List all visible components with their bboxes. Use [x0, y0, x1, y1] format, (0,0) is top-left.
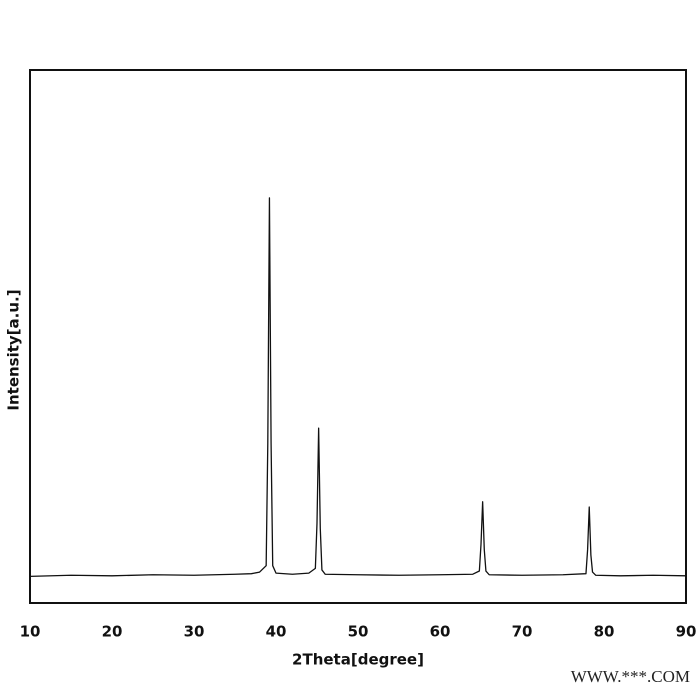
x-tick-label: 80 — [594, 623, 615, 641]
plot-frame — [29, 69, 687, 604]
y-axis-label: Intensity[a.u.] — [5, 289, 23, 410]
watermark: WWW.***.COM — [571, 667, 690, 686]
data-line — [29, 197, 687, 577]
x-tick-label: 30 — [184, 623, 205, 641]
x-tick-label: 60 — [430, 623, 451, 641]
x-tick-label: 90 — [676, 623, 697, 641]
x-axis-label: 2Theta[degree] — [292, 651, 424, 669]
x-tick-label: 70 — [512, 623, 533, 641]
x-tick-label: 40 — [266, 623, 287, 641]
x-tick-label: 20 — [102, 623, 123, 641]
x-tick-label: 10 — [20, 623, 41, 641]
x-tick-label: 50 — [348, 623, 369, 641]
